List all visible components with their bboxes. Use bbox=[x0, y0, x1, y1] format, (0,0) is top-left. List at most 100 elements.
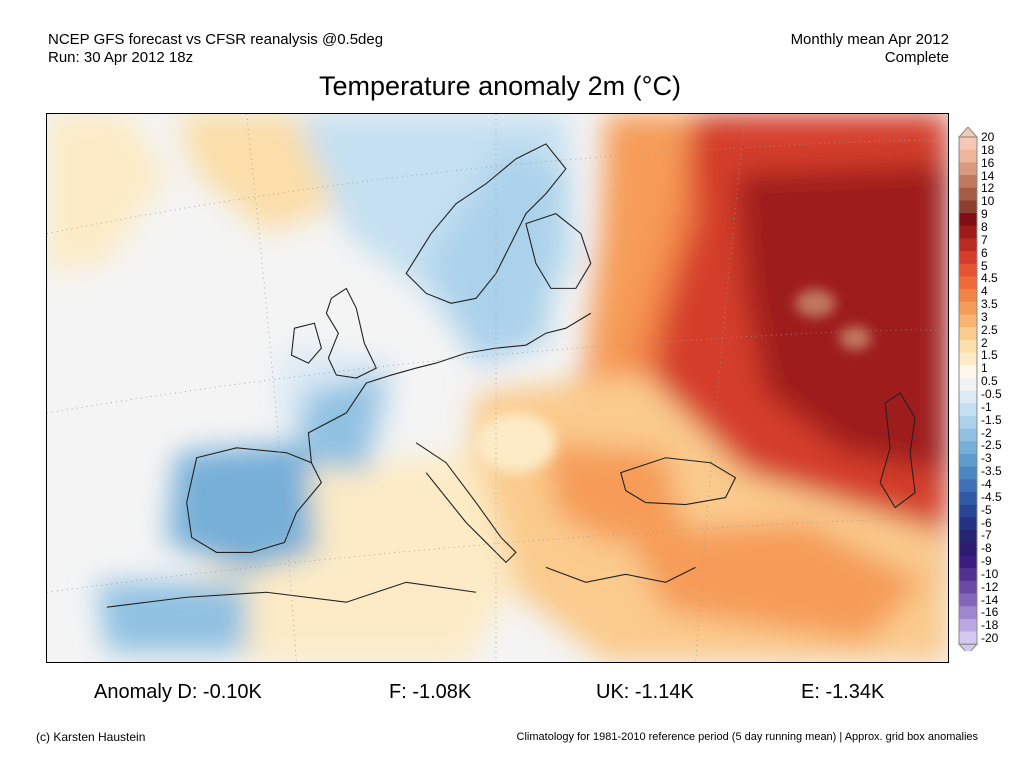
colorbar-swatch bbox=[959, 517, 977, 531]
colorbar-label: -8 bbox=[981, 541, 992, 556]
colorbar-label: 7 bbox=[981, 232, 988, 247]
colorbar-swatch bbox=[959, 555, 977, 569]
colorbar-swatch bbox=[959, 339, 977, 353]
colorbar-label: -1.5 bbox=[981, 412, 1002, 427]
run-line: Run: 30 Apr 2012 18z bbox=[48, 49, 194, 66]
colorbar-label: -7 bbox=[981, 528, 992, 543]
anomaly-map bbox=[46, 113, 949, 663]
colorbar-swatch bbox=[959, 580, 977, 594]
colorbar-swatch bbox=[959, 225, 977, 239]
model-line: NCEP GFS forecast vs CFSR reanalysis @0.… bbox=[48, 31, 384, 48]
colorbar-swatch bbox=[959, 618, 977, 632]
colorbar-swatch bbox=[959, 542, 977, 556]
stat-spain: E: -1.34K bbox=[801, 681, 885, 703]
colorbar-swatch bbox=[959, 365, 977, 379]
colorbar-label: 5 bbox=[981, 258, 988, 273]
colorbar-label: -4.5 bbox=[981, 489, 1002, 504]
colorbar-label: 14 bbox=[981, 168, 995, 183]
stat-france: F: -1.08K bbox=[389, 681, 472, 703]
stat-germany: Anomaly D: -0.10K bbox=[94, 681, 262, 703]
colorbar-swatch bbox=[959, 301, 977, 315]
colorbar-swatch bbox=[959, 428, 977, 442]
colorbar-swatch bbox=[959, 263, 977, 277]
colorbar-swatch bbox=[959, 162, 977, 176]
header-left: NCEP GFS forecast vs CFSR reanalysis @0.… bbox=[48, 31, 383, 67]
colorbar-swatch bbox=[959, 200, 977, 214]
colorbar-label: -2 bbox=[981, 425, 992, 440]
copyright: (c) Karsten Haustein bbox=[36, 730, 146, 744]
status-line: Complete bbox=[884, 49, 949, 66]
colorbar-label: 0.5 bbox=[981, 374, 998, 389]
colorbar-swatch bbox=[959, 327, 977, 341]
colorbar-swatch bbox=[959, 276, 977, 290]
colorbar-label: -16 bbox=[981, 605, 999, 620]
colorbar-swatch bbox=[959, 137, 977, 151]
colorbar-label: -9 bbox=[981, 554, 992, 569]
colorbar-label: 3.5 bbox=[981, 297, 998, 312]
colorbar-swatch bbox=[959, 149, 977, 163]
map-title: Temperature anomaly 2m (°C) bbox=[319, 71, 681, 101]
colorbar-swatch bbox=[959, 504, 977, 518]
anomaly-field bbox=[47, 114, 948, 662]
colorbar-label: -20 bbox=[981, 631, 999, 646]
colorbar-label: 16 bbox=[981, 155, 995, 170]
colorbar-swatch bbox=[959, 593, 977, 607]
colorbar-swatch bbox=[959, 187, 977, 201]
colorbar-label: -10 bbox=[981, 566, 999, 581]
colorbar-swatch bbox=[959, 530, 977, 544]
graticule bbox=[47, 114, 948, 662]
colorbar-label: -3.5 bbox=[981, 464, 1002, 479]
colorbar-label: -3 bbox=[981, 451, 992, 466]
colorbar-label: -1 bbox=[981, 399, 992, 414]
colorbar-label: 2 bbox=[981, 335, 988, 350]
colorbar-label: -18 bbox=[981, 618, 999, 633]
colorbar-swatch bbox=[959, 377, 977, 391]
colorbar-label: -2.5 bbox=[981, 438, 1002, 453]
stat-uk: UK: -1.14K bbox=[596, 681, 694, 703]
colorbar-swatch bbox=[959, 441, 977, 455]
colorbar-arrow-top bbox=[957, 127, 979, 138]
colorbar-label: 1.5 bbox=[981, 348, 998, 363]
colorbar-label: -4 bbox=[981, 476, 992, 491]
colorbar-swatch bbox=[959, 289, 977, 303]
colorbar-label: -12 bbox=[981, 579, 999, 594]
colorbar-swatch bbox=[959, 403, 977, 417]
colorbar-label: -0.5 bbox=[981, 387, 1002, 401]
colorbar-swatch bbox=[959, 352, 977, 366]
colorbar-arrow-bottom bbox=[957, 643, 979, 651]
colorbar-swatch bbox=[959, 213, 977, 227]
colorbar-label: 1 bbox=[981, 361, 988, 376]
period-line: Monthly mean Apr 2012 bbox=[790, 31, 949, 48]
colorbar-label: 10 bbox=[981, 194, 995, 209]
colorbar-label: 3 bbox=[981, 309, 988, 324]
colorbar-label: 2.5 bbox=[981, 322, 998, 337]
colorbar-swatch bbox=[959, 238, 977, 252]
colorbar-swatch bbox=[959, 390, 977, 404]
colorbar-swatch bbox=[959, 492, 977, 506]
climatology-note: Climatology for 1981-2010 reference peri… bbox=[516, 731, 978, 743]
colorbar-label: 9 bbox=[981, 207, 988, 222]
colorbar-label: 4.5 bbox=[981, 271, 998, 286]
colorbar-swatch bbox=[959, 314, 977, 328]
colorbar-label: 6 bbox=[981, 245, 988, 260]
colorbar-swatch bbox=[959, 479, 977, 493]
colorbar bbox=[957, 127, 979, 651]
colorbar-swatch bbox=[959, 631, 977, 645]
colorbar-swatch bbox=[959, 454, 977, 468]
colorbar-label: -14 bbox=[981, 592, 999, 607]
colorbar-label: 18 bbox=[981, 142, 995, 157]
colorbar-swatch bbox=[959, 175, 977, 189]
colorbar-swatch bbox=[959, 606, 977, 620]
colorbar-label: -5 bbox=[981, 502, 992, 517]
coastlines bbox=[106, 143, 916, 608]
colorbar-label: 4 bbox=[981, 284, 988, 299]
colorbar-swatch bbox=[959, 251, 977, 265]
colorbar-swatch bbox=[959, 466, 977, 480]
header-right: Monthly mean Apr 2012 Complete bbox=[791, 31, 949, 67]
colorbar-swatch bbox=[959, 568, 977, 582]
colorbar-label: 12 bbox=[981, 181, 995, 196]
colorbar-label: 8 bbox=[981, 219, 988, 234]
colorbar-swatch bbox=[959, 415, 977, 430]
colorbar-label: -6 bbox=[981, 515, 992, 530]
colorbar-label: 20 bbox=[981, 130, 995, 144]
